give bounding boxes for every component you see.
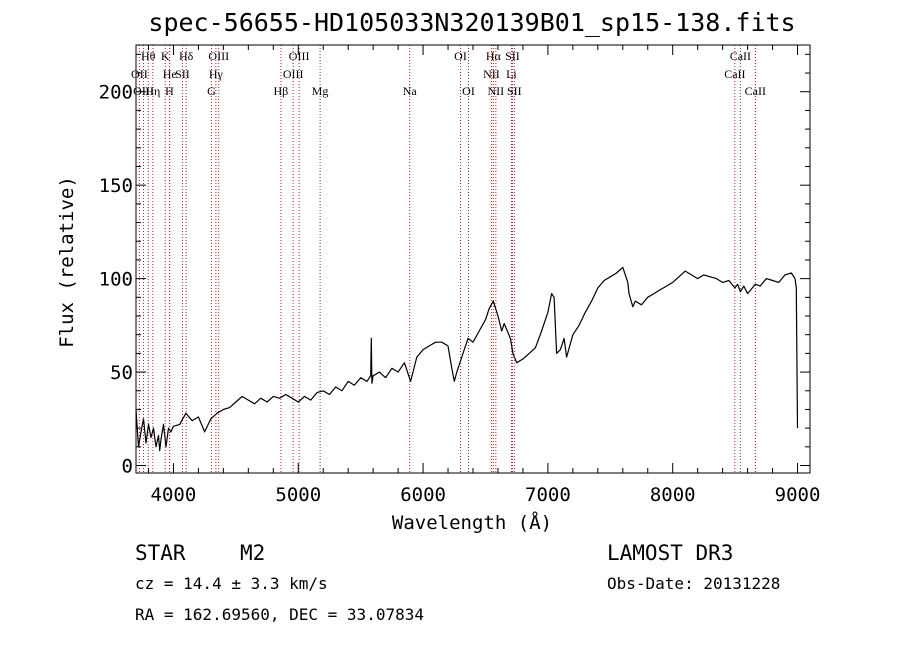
emission-line-label: OII <box>131 67 148 81</box>
emission-line-label: Hβ <box>274 84 289 98</box>
emission-line-label: Li <box>506 67 517 81</box>
object-subclass: M2 <box>240 541 265 565</box>
emission-line-label: CaII <box>730 49 751 63</box>
emission-line-label: Hγ <box>209 67 224 81</box>
emission-line-label: H <box>165 84 174 98</box>
emission-line-label: Hα <box>486 49 502 63</box>
y-axis-label: Flux (relative) <box>56 176 78 348</box>
x-axis-label: Wavelength (Å) <box>392 511 552 534</box>
emission-line-markers <box>138 45 756 473</box>
emission-line-label: He <box>163 67 177 81</box>
tick-marks: 4000 5000 6000 7000 8000 9000 0 50 100 150 200 <box>99 45 821 506</box>
survey-name: LAMOST DR3 <box>607 541 733 565</box>
emission-line-label: NII <box>488 84 505 98</box>
emission-line-label: Hδ <box>179 49 194 63</box>
emission-line-label: G <box>207 84 216 98</box>
emission-line-label: NII <box>483 67 500 81</box>
emission-line-label: OIII <box>289 49 310 63</box>
emission-line-label: SII <box>507 84 522 98</box>
redshift-info: cz = 14.4 ± 3.3 km/s <box>135 574 328 593</box>
emission-line-label: Mg <box>312 84 329 98</box>
x-tick-label: 7000 <box>525 484 571 506</box>
x-tick-label: 5000 <box>275 484 321 506</box>
object-class: STAR <box>135 541 186 565</box>
y-tick-label: 200 <box>99 82 133 104</box>
emission-line-label: Hθ <box>141 49 156 63</box>
emission-line-label: CaII <box>745 84 766 98</box>
emission-line-label: OI <box>454 49 467 63</box>
x-tick-label: 4000 <box>151 484 197 506</box>
chart-title: spec-56655-HD105033N320139B01_sp15-138.f… <box>148 8 795 37</box>
emission-line-label: K <box>161 49 170 63</box>
axes <box>135 44 811 474</box>
observation-date: Obs-Date: 20131228 <box>607 574 780 593</box>
emission-line-label: OIII <box>208 49 229 63</box>
spectrum-line <box>135 266 799 452</box>
emission-line-label: SII <box>175 67 190 81</box>
emission-line-label: OIII <box>133 84 154 98</box>
spectrum-series <box>135 266 799 452</box>
emission-line-label: CaII <box>724 67 745 81</box>
x-tick-label: 9000 <box>775 484 821 506</box>
emission-line-label: Na <box>403 84 418 98</box>
plot-frame <box>135 44 811 474</box>
y-tick-label: 100 <box>99 269 133 291</box>
emission-line-label: OI <box>462 84 475 98</box>
x-tick-label: 6000 <box>400 484 446 506</box>
y-tick-label: 150 <box>99 175 133 197</box>
emission-line-label: OIII <box>283 67 304 81</box>
coordinates: RA = 162.69560, DEC = 33.07834 <box>135 605 424 624</box>
emission-line-label: Hη <box>145 84 160 98</box>
emission-line-label: SII <box>505 49 520 63</box>
y-tick-label: 0 <box>122 456 133 478</box>
x-tick-label: 8000 <box>650 484 696 506</box>
y-tick-label: 50 <box>110 362 133 384</box>
